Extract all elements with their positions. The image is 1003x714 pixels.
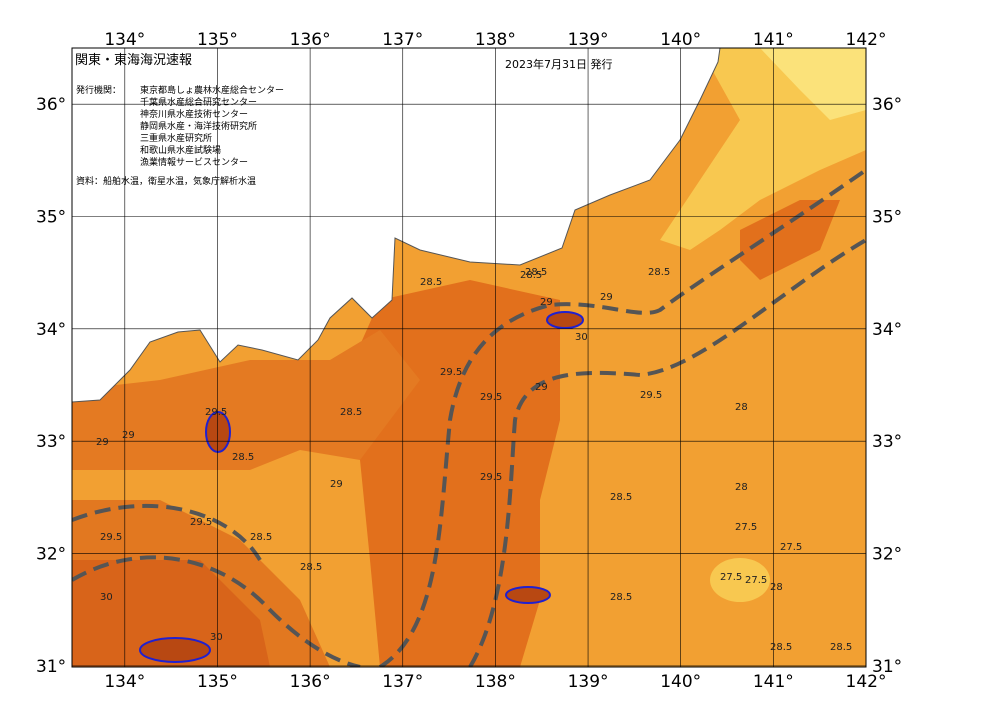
lon-label: 141°: [753, 672, 794, 692]
warm-water: [72, 560, 270, 667]
lat-label: 32°: [872, 545, 902, 565]
issuer-label: 発行機関：: [76, 84, 121, 96]
cool-water: [710, 558, 770, 602]
contour-label: 28.5: [610, 592, 632, 603]
issuer: 和歌山県水産試験場: [140, 144, 221, 156]
warm-water: [740, 200, 840, 280]
contour-label: 28.5: [770, 642, 792, 653]
contour-label: 28.5: [340, 407, 362, 418]
lat-label: 32°: [36, 545, 66, 565]
warm-core: [139, 637, 211, 663]
lon-label: 134°: [104, 672, 145, 692]
issuer: 静岡県水産・海洋技術研究所: [140, 120, 257, 132]
contour-label: 28: [735, 482, 748, 493]
lon-label: 135°: [197, 672, 238, 692]
map-area: [72, 48, 866, 667]
warm-water: [72, 330, 420, 470]
lon-label: 135°: [197, 30, 238, 50]
warm-core: [205, 411, 231, 453]
lon-label: 136°: [290, 672, 331, 692]
lat-label: 34°: [872, 320, 902, 340]
contour-label: 29: [96, 437, 109, 448]
contour-label: 27.5: [720, 572, 742, 583]
contour-label: 29.5: [190, 517, 212, 528]
map-title: 関東・東海海況速報: [75, 52, 192, 68]
contour-label: 28: [735, 402, 748, 413]
lat-label: 33°: [36, 432, 66, 452]
contour-label: 29: [535, 382, 548, 393]
contour-label: 28.5: [232, 452, 254, 463]
contour-label: 29.5: [205, 407, 227, 418]
contour-label: 30: [100, 592, 113, 603]
lat-label: 33°: [872, 432, 902, 452]
lon-label: 142°: [846, 30, 887, 50]
lon-label: 134°: [104, 30, 145, 50]
lon-label: 138°: [475, 672, 516, 692]
issuer: 神奈川県水産技術センター: [140, 108, 248, 120]
lon-label: 141°: [753, 30, 794, 50]
contour-label: 28.5: [300, 562, 322, 573]
contour-label: 28.5: [610, 492, 632, 503]
contour-label: 29: [540, 297, 553, 308]
contour-label: 29.5: [100, 532, 122, 543]
lat-label: 35°: [872, 208, 902, 228]
kuroshio-axis: [72, 168, 866, 667]
contour-label: 28: [770, 582, 783, 593]
contour-label: 28.5: [830, 642, 852, 653]
lon-label: 136°: [290, 30, 331, 50]
current-line: [378, 168, 866, 667]
current-line: [72, 555, 361, 667]
contour-label: 28.5: [520, 270, 542, 281]
contour-label: 30: [210, 632, 223, 643]
contour-label: 29.5: [640, 390, 662, 401]
contour-label: 28.5: [648, 267, 670, 278]
data-source: 資料：船舶水温，衛星水温，気象庁解析水温: [76, 175, 256, 187]
issuer: 漁業情報サービスセンター: [140, 156, 248, 168]
lat-label: 36°: [36, 95, 66, 115]
warm-core: [546, 311, 584, 329]
contour-label: 29.5: [440, 367, 462, 378]
lon-label: 142°: [846, 672, 887, 692]
contour-label: 27.5: [780, 542, 802, 553]
contour-label: 29: [122, 430, 135, 441]
contour-label: 27.5: [735, 522, 757, 533]
lon-label: 139°: [568, 672, 609, 692]
issuer: 三重県水産研究所: [140, 132, 212, 144]
contour-label: 28.5: [525, 267, 547, 278]
current-line: [468, 238, 866, 667]
lon-label: 140°: [660, 30, 701, 50]
contour-label: 28.5: [250, 532, 272, 543]
lat-label: 31°: [36, 657, 66, 677]
lat-label: 34°: [36, 320, 66, 340]
contour-label: 27.5: [745, 575, 767, 586]
contour-label: 29.5: [480, 472, 502, 483]
lat-label: 35°: [36, 208, 66, 228]
cool-water: [760, 48, 866, 120]
lon-label: 140°: [660, 672, 701, 692]
warm-core: [505, 586, 551, 604]
lon-label: 137°: [382, 672, 423, 692]
contour-label: 29: [600, 292, 613, 303]
contour-label: 30: [575, 332, 588, 343]
land: [72, 48, 721, 403]
current-line: [72, 503, 262, 562]
issuer: 千葉県水産総合研究センター: [140, 96, 257, 108]
lon-label: 137°: [382, 30, 423, 50]
issue-date: 2023年7月31日 発行: [505, 57, 613, 71]
issuer: 東京都島しょ農林水産総合センター: [140, 84, 284, 96]
lat-label: 31°: [872, 657, 902, 677]
lon-label: 139°: [568, 30, 609, 50]
contour-label: 29.5: [480, 392, 502, 403]
lon-label: 138°: [475, 30, 516, 50]
lat-label: 36°: [872, 95, 902, 115]
contour-label: 29: [330, 479, 343, 490]
contour-label: 28.5: [420, 277, 442, 288]
